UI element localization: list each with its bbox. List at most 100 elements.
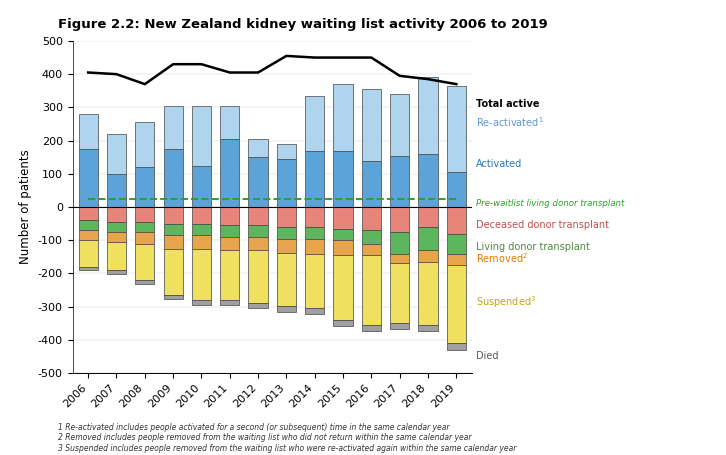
Bar (192, 223, 211, 235)
Bar (163, 149, 183, 207)
Bar (418, 227, 438, 250)
Bar (277, 306, 296, 312)
Bar (163, 248, 183, 295)
Text: 1 Re-activated includes people activated for a second (or subsequent) time in th: 1 Re-activated includes people activated… (58, 423, 516, 453)
Bar (277, 144, 296, 159)
Bar (333, 207, 353, 228)
Text: Activated: Activated (476, 159, 522, 169)
Text: Died: Died (476, 352, 498, 361)
Text: Deceased donor transplant: Deceased donor transplant (476, 220, 609, 230)
Bar (362, 255, 381, 325)
Bar (107, 222, 126, 232)
Bar (446, 172, 466, 207)
Bar (107, 270, 126, 274)
Bar (135, 232, 155, 243)
Bar (418, 207, 438, 227)
Bar (107, 174, 126, 207)
Bar (163, 295, 183, 299)
Bar (390, 232, 409, 253)
Text: Pre-waitlist living donor transplant: Pre-waitlist living donor transplant (476, 199, 624, 208)
Bar (220, 139, 240, 207)
Bar (305, 227, 325, 238)
Bar (135, 243, 155, 280)
Bar (333, 84, 353, 151)
Bar (78, 114, 98, 149)
Bar (333, 228, 353, 240)
Bar (220, 207, 240, 225)
Bar (135, 122, 155, 167)
Bar (78, 207, 98, 220)
Bar (362, 89, 381, 161)
Bar (248, 250, 268, 303)
Bar (163, 223, 183, 235)
Bar (333, 320, 353, 326)
Bar (192, 235, 211, 248)
Bar (305, 96, 325, 151)
Bar (220, 300, 240, 305)
Bar (192, 207, 211, 223)
Bar (107, 207, 126, 222)
Bar (446, 253, 466, 265)
Bar (418, 154, 438, 207)
Bar (390, 207, 409, 232)
Y-axis label: Number of patients: Number of patients (19, 150, 32, 264)
Bar (277, 253, 296, 306)
Bar (277, 159, 296, 207)
Bar (390, 253, 409, 263)
Bar (220, 225, 240, 237)
Bar (220, 106, 240, 139)
Bar (248, 225, 268, 237)
Bar (277, 227, 296, 238)
Bar (277, 238, 296, 253)
Bar (418, 262, 438, 325)
Bar (446, 343, 466, 350)
Bar (135, 280, 155, 284)
Bar (220, 237, 240, 250)
Bar (277, 207, 296, 227)
Bar (390, 263, 409, 323)
Bar (192, 300, 211, 305)
Bar (305, 308, 325, 314)
Bar (305, 151, 325, 207)
Bar (135, 222, 155, 232)
Bar (248, 237, 268, 250)
Bar (248, 207, 268, 225)
Bar (135, 207, 155, 222)
Bar (446, 265, 466, 343)
Bar (78, 149, 98, 207)
Bar (248, 139, 268, 157)
Bar (362, 207, 381, 230)
Bar (333, 151, 353, 207)
Bar (135, 167, 155, 207)
Bar (446, 207, 466, 233)
Bar (248, 303, 268, 308)
Bar (418, 250, 438, 262)
Bar (78, 230, 98, 240)
Bar (192, 106, 211, 166)
Text: Living donor transplant: Living donor transplant (476, 242, 590, 252)
Bar (305, 238, 325, 253)
Bar (390, 94, 409, 156)
Bar (418, 325, 438, 331)
Bar (248, 157, 268, 207)
Bar (305, 253, 325, 308)
Text: Figure 2.2: New Zealand kidney waiting list activity 2006 to 2019: Figure 2.2: New Zealand kidney waiting l… (58, 18, 548, 31)
Bar (362, 230, 381, 243)
Bar (78, 267, 98, 270)
Bar (390, 156, 409, 207)
Bar (107, 232, 126, 242)
Bar (192, 166, 211, 207)
Bar (362, 325, 381, 331)
Text: Re-activated$^1$: Re-activated$^1$ (476, 116, 544, 129)
Bar (446, 86, 466, 172)
Bar (163, 207, 183, 223)
Bar (333, 240, 353, 255)
Bar (192, 248, 211, 300)
Bar (163, 235, 183, 248)
Bar (78, 240, 98, 267)
Text: Total active: Total active (476, 99, 539, 109)
Bar (333, 255, 353, 320)
Bar (78, 220, 98, 230)
Bar (220, 250, 240, 300)
Bar (107, 134, 126, 174)
